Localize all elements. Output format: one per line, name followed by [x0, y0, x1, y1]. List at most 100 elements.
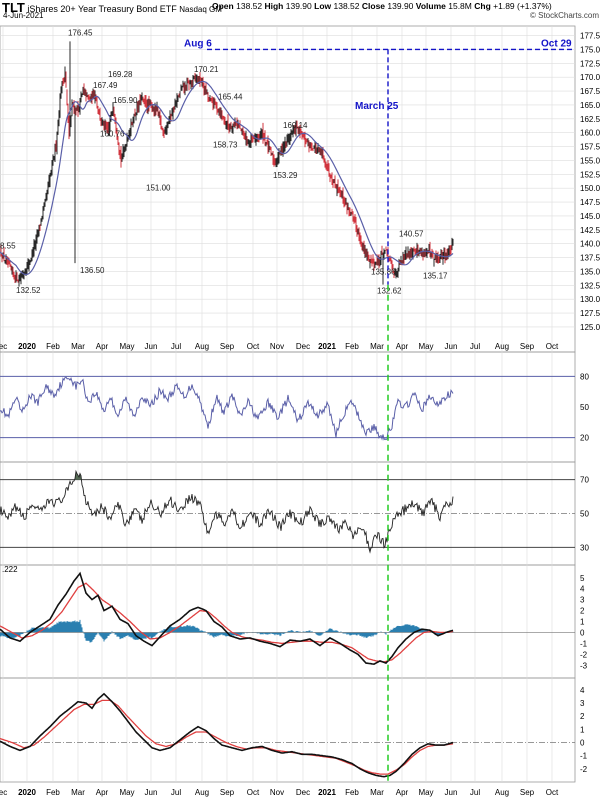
bottom-x-tick-label: May [418, 788, 433, 797]
bottom-x-tick-label: Aug [495, 788, 509, 797]
price-y-tick-label: 150.0 [580, 184, 601, 193]
osc4-y-tick-label: 3 [580, 699, 585, 708]
price-y-tick-label: 162.5 [580, 115, 601, 124]
price-y-tick-label: 145.0 [580, 212, 601, 221]
price-x-tick-label: May [418, 342, 433, 351]
osc2-y-tick-label: 30 [580, 543, 589, 552]
price-label: 160.76 [100, 129, 125, 138]
price-x-tick-label: Apr [396, 342, 409, 351]
ohlc-readout: Open 138.52 High 139.90 Low 138.52 Close… [212, 1, 552, 11]
price-y-tick-label: 177.5 [580, 32, 601, 41]
osc4-y-tick-label: 0 [580, 738, 585, 747]
price-x-tick-label: Mar [71, 342, 85, 351]
macd-y-tick-label: -2 [580, 650, 588, 659]
bottom-x-tick-label: Aug [195, 788, 209, 797]
price-y-tick-label: 140.0 [580, 240, 601, 249]
bottom-x-tick-label: ec [0, 788, 7, 797]
price-label: 135.86 [371, 268, 396, 277]
rsi-y-tick-label: 50 [580, 403, 589, 412]
momentum-panel [0, 692, 575, 778]
price-y-tick-label: 147.5 [580, 198, 601, 207]
close-label: Close [361, 1, 386, 11]
price-label: 165.44 [218, 92, 243, 101]
price-label: 169.28 [108, 70, 133, 79]
price-label: 135.17 [423, 271, 448, 280]
price-x-tick-label: Mar [370, 342, 384, 351]
rsi-y-tick-label: 80 [580, 372, 589, 381]
bottom-x-tick-label: Jun [445, 788, 458, 797]
price-y-tick-label: 172.5 [580, 59, 601, 68]
price-y-tick-label: 155.0 [580, 156, 601, 165]
osc4-line [0, 692, 454, 778]
open-value: 138.52 [236, 1, 263, 11]
price-label: 153.29 [273, 171, 298, 180]
osc2-y-tick-label: 70 [580, 476, 589, 485]
exchange-label: Nasdaq GM [179, 5, 222, 14]
bottom-x-tick-label: Feb [345, 788, 359, 797]
bottom-x-tick-label: Nov [270, 788, 284, 797]
macd-y-tick-label: -1 [580, 639, 588, 648]
annotation-layer: Aug 6 Oct 29 March 25 [184, 38, 575, 782]
osc4-y-tick-label: -2 [580, 765, 588, 774]
price-label: 136.50 [80, 266, 105, 275]
price-y-tick-label: 125.0 [580, 323, 601, 332]
price-x-tick-label: Apr [96, 342, 109, 351]
price-label: 140.57 [399, 229, 424, 238]
rsi-line [0, 376, 454, 441]
price-x-tick-label: Feb [46, 342, 60, 351]
price-y-tick-label: 135.0 [580, 267, 601, 276]
oscillator-panel [0, 469, 575, 554]
price-label: 170.21 [194, 65, 219, 74]
macd-y-tick-label: 5 [580, 574, 585, 583]
watermark: © StockCharts.com [530, 11, 600, 20]
osc2-line [0, 469, 454, 554]
price-x-tick-label: Feb [345, 342, 359, 351]
price-x-tick-label: Aug [195, 342, 209, 351]
price-y-tick-label: 127.5 [580, 309, 601, 318]
bottom-x-tick-label: Apr [96, 788, 109, 797]
price-x-tick-label: Jun [445, 342, 458, 351]
price-x-tick-label: Dec [296, 342, 310, 351]
macd-line [0, 571, 454, 666]
price-x-tick-label: ec [0, 342, 7, 351]
price-label: 160.14 [283, 121, 308, 130]
high-value: 139.90 [285, 1, 312, 11]
rsi-y-tick-label: 20 [580, 434, 589, 443]
low-value: 138.52 [333, 1, 360, 11]
osc4-y-tick-label: -1 [580, 752, 588, 761]
bottom-x-tick-label: Apr [396, 788, 409, 797]
low-label: Low [314, 1, 332, 11]
bottom-x-tick-label: Sep [520, 788, 535, 797]
price-y-tick-label: 130.0 [580, 295, 601, 304]
price-label: 176.45 [68, 28, 93, 37]
osc4-y-tick-label: 4 [580, 686, 585, 695]
macd-y-tick-label: 4 [580, 585, 585, 594]
header-date: 4-Jun-2021 [3, 11, 44, 20]
macd-y-tick-label: -3 [580, 661, 588, 670]
macd-y-tick-label: 1 [580, 618, 585, 627]
price-x-tick-label: May [119, 342, 134, 351]
annotation-march25-label: March 25 [355, 101, 399, 112]
volume-value: 15.8M [448, 1, 472, 11]
bottom-x-tick-label: Jun [145, 788, 158, 797]
price-panel: 8.55 132.52 176.45 136.50 167.49 169.28 165.90… [0, 28, 454, 296]
annotation-oct29-label: Oct 29 [541, 38, 572, 49]
price-x-tick-label: Jul [470, 342, 480, 351]
price-y-tick-label: 142.5 [580, 226, 601, 235]
price-label: 132.62 [377, 287, 402, 296]
chart-header: TLT iShares 20+ Year Treasury Bond ETF N… [2, 0, 222, 15]
security-name: iShares 20+ Year Treasury Bond ETF [27, 4, 177, 14]
high-label: High [264, 1, 284, 11]
chg-label: Chg [474, 1, 491, 11]
rsi-panel [0, 375, 575, 441]
price-x-tick-label: Nov [270, 342, 284, 351]
price-x-tick-label: Sep [220, 342, 235, 351]
osc2-y-tick-label: 50 [580, 510, 589, 519]
price-label: 132.52 [16, 286, 41, 295]
bottom-x-tick-label: Jul [470, 788, 480, 797]
price-x-tick-label: Oct [546, 342, 559, 351]
price-y-tick-label: 137.5 [580, 254, 601, 263]
macd-signal-line [0, 582, 454, 663]
bottom-x-tick-label: Oct [546, 788, 559, 797]
